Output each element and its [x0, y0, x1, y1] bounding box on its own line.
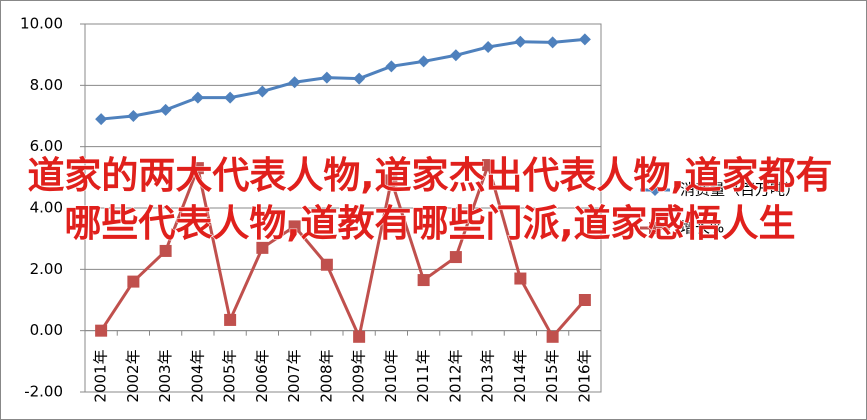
x-tick-label: 2015年 [543, 349, 561, 402]
y-tick-label: -2.00 [24, 383, 63, 401]
legend-label: 增长% [680, 219, 724, 237]
legend-label: 消费量（百万吨） [680, 181, 800, 199]
point [385, 174, 398, 187]
point [449, 49, 462, 62]
series-line [99, 160, 587, 342]
point [288, 220, 301, 233]
y-tick-label: 6.00 [30, 137, 63, 155]
point [159, 103, 172, 116]
x-tick-label: 2012年 [446, 349, 464, 402]
x-tick-label: 2002年 [124, 349, 142, 402]
point [482, 41, 495, 53]
x-tick-label: 2013年 [479, 349, 497, 402]
point [256, 85, 269, 98]
x-tick-label: 2003年 [156, 349, 174, 402]
point [449, 251, 462, 264]
point [578, 33, 591, 46]
point [127, 275, 140, 288]
point [417, 274, 430, 287]
point [649, 184, 661, 196]
x-tick-label: 2005年 [221, 349, 239, 402]
point [546, 330, 559, 343]
x-tick-label: 2007年 [285, 349, 303, 402]
point [288, 76, 301, 89]
x-tick-label: 2008年 [317, 349, 335, 402]
y-tick-label: 4.00 [30, 199, 63, 217]
series-line [100, 37, 586, 121]
x-tick-label: 2004年 [188, 349, 206, 402]
point [320, 71, 333, 84]
x-tick-label: 2006年 [253, 349, 271, 402]
point [417, 55, 430, 68]
point [191, 91, 204, 104]
point [353, 72, 366, 85]
y-tick-label: 0.00 [30, 321, 63, 339]
point [482, 159, 495, 172]
point [546, 36, 559, 49]
point [224, 313, 237, 326]
point [191, 162, 204, 175]
y-tick-label: 2.00 [30, 260, 63, 278]
point [578, 294, 591, 306]
overlay-text: 道家的两大代表人物,道家杰出代表人物,道家都有哪些代表人物,道教有哪些门派,道家… [27, 154, 833, 246]
x-tick-label: 2010年 [382, 349, 400, 402]
y-tick-label: 8.00 [30, 76, 63, 94]
point [159, 244, 172, 257]
point [95, 324, 108, 337]
point [256, 241, 269, 254]
point [514, 272, 527, 285]
point [224, 91, 237, 104]
x-tick-label: 2001年 [92, 349, 110, 402]
x-tick-label: 2009年 [350, 349, 368, 402]
point [514, 35, 527, 48]
point [320, 258, 333, 271]
point [127, 110, 140, 122]
x-tick-label: 2014年 [511, 349, 529, 402]
point [353, 330, 366, 343]
x-tick-label: 2016年 [575, 349, 593, 402]
y-tick-label: 10.00 [20, 15, 63, 33]
point [95, 113, 108, 126]
point [385, 60, 398, 73]
x-tick-label: 2011年 [414, 349, 432, 402]
point [649, 222, 661, 234]
